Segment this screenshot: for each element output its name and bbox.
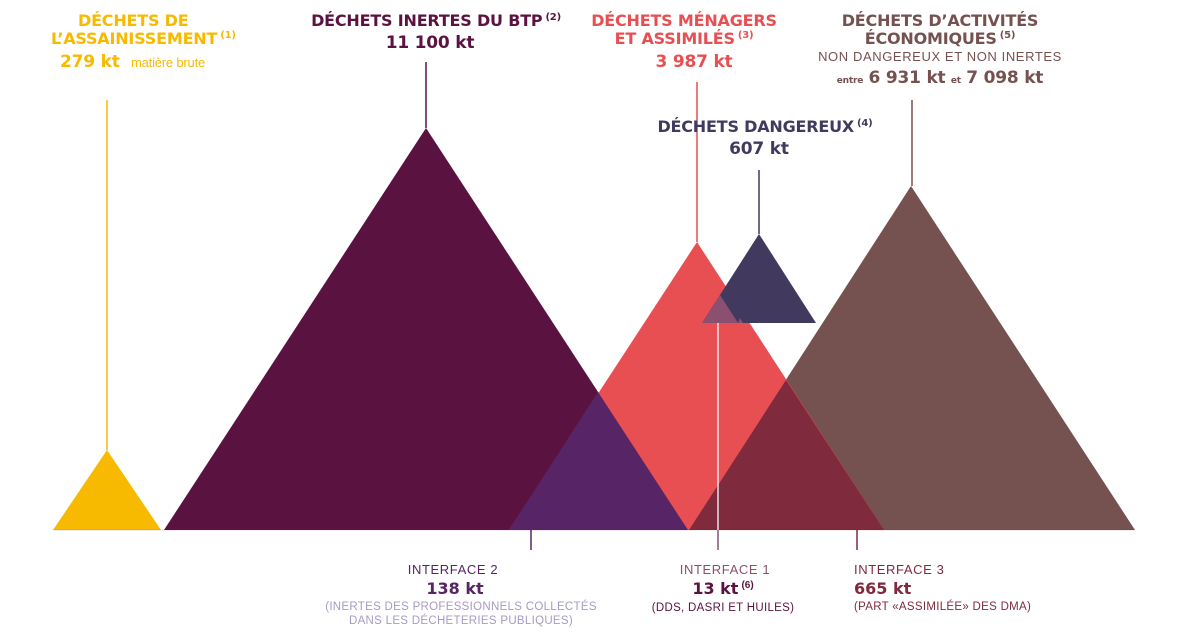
interface2-overlap — [509, 392, 688, 530]
interface3-overlap — [689, 380, 884, 530]
assainissement-ref: (1) — [220, 30, 236, 42]
interface1-value: 13 kt — [692, 578, 739, 598]
economiques-title-line2: ÉCONOMIQUES — [864, 29, 997, 49]
economiques-label: DÉCHETS D’ACTIVITÉS ÉCONOMIQUES (5) NON D… — [772, 11, 1108, 88]
btp-triangle — [164, 128, 688, 530]
btp-label: DÉCHETS INERTES DU BTP (2) 11 100 kt — [296, 11, 576, 54]
assainissement-label: DÉCHETS DE L’ASSAINISSEMENT (1) 279 kt ma… — [38, 11, 258, 72]
btp-ref: (2) — [545, 12, 561, 23]
economiques-connector: et — [950, 75, 961, 86]
interface2-title: INTERFACE 2 — [407, 562, 499, 577]
interface1-title: INTERFACE 1 — [679, 562, 771, 577]
interface2-note-line1: (INERTES DES PROFESSIONNELS COLLECTÉS — [325, 601, 597, 614]
economiques-subtitle: NON DANGEREUX ET NON INERTES — [818, 48, 1062, 64]
dangereux-triangle — [702, 234, 816, 323]
interface1-overlap-b — [738, 318, 743, 323]
interface2-label: INTERFACE 2 138 kt (INERTES DES PROFESSI… — [290, 562, 616, 628]
interface1-label: INTERFACE 1 13 kt (6) (DDS, DASRI ET HUIL… — [628, 562, 818, 616]
menagers-label: DÉCHETS MÉNAGERS ET ASSIMILÉS (3) 3 987 k… — [582, 11, 786, 72]
interface3-note: (PART «ASSIMILÉE» DES DMA) — [854, 601, 1032, 614]
menagers-title-line2: ET ASSIMILÉS — [614, 29, 735, 49]
dangereux-value: 607 kt — [729, 139, 789, 160]
dangereux-title: DÉCHETS DANGEREUX — [657, 117, 855, 136]
interface2-value: 138 kt — [426, 578, 484, 598]
economiques-title-line1: DÉCHETS D’ACTIVITÉS — [841, 11, 1039, 30]
interface1-note: (DDS, DASRI ET HUILES) — [651, 602, 795, 615]
dangereux-ref: (4) — [857, 118, 873, 129]
interface3-title: INTERFACE 3 — [854, 562, 945, 577]
assainissement-value: 279 kt — [60, 51, 120, 72]
economiques-prefix: entre — [836, 75, 864, 86]
interface1-overlap — [702, 295, 738, 323]
economiques-value-min: 6 931 kt — [868, 67, 946, 88]
btp-value: 11 100 kt — [385, 33, 475, 54]
assainissement-title-line2: L’ASSAINISSEMENT — [51, 29, 218, 49]
dangereux-label: DÉCHETS DANGEREUX (4) 607 kt — [650, 117, 880, 160]
interface3-label: INTERFACE 3 665 kt (PART «ASSIMILÉE» DES… — [838, 562, 1098, 615]
menagers-ref: (3) — [737, 30, 754, 42]
economiques-ref: (5) — [999, 30, 1016, 42]
assainissement-title-line1: DÉCHETS DE — [78, 11, 189, 30]
interface1-ref: (6) — [741, 579, 754, 591]
economiques-value-max: 7 098 kt — [966, 67, 1044, 88]
interface2-note-line2: DANS LES DÉCHETERIES PUBLIQUES) — [348, 614, 574, 627]
interface3-value: 665 kt — [854, 578, 912, 598]
assainissement-triangle — [53, 450, 161, 530]
menagers-value: 3 987 kt — [655, 51, 733, 72]
assainissement-unit-note: matière brute — [131, 54, 206, 70]
btp-title: DÉCHETS INERTES DU BTP — [311, 11, 543, 30]
menagers-title-line1: DÉCHETS MÉNAGERS — [591, 11, 777, 30]
